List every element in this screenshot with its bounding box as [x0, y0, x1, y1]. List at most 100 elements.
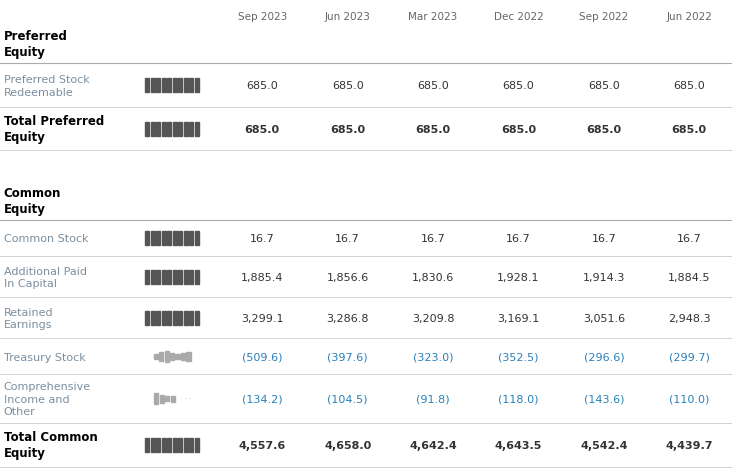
Text: 1,830.6: 1,830.6 — [412, 272, 455, 282]
Text: 685.0: 685.0 — [673, 81, 705, 91]
Bar — [171, 396, 175, 402]
Bar — [189, 232, 193, 246]
Bar — [195, 438, 199, 452]
Bar — [184, 311, 187, 326]
Bar — [165, 397, 170, 401]
Text: 685.0: 685.0 — [244, 125, 280, 134]
Bar — [195, 79, 199, 93]
Text: Jun 2023: Jun 2023 — [325, 12, 370, 22]
Text: 1,856.6: 1,856.6 — [326, 272, 369, 282]
Bar — [145, 311, 149, 326]
Text: Additional Paid
In Capital: Additional Paid In Capital — [4, 266, 86, 288]
Bar — [145, 438, 149, 452]
Bar — [151, 270, 155, 285]
Text: 4,642.4: 4,642.4 — [409, 440, 457, 450]
Bar — [179, 79, 182, 93]
Text: (299.7): (299.7) — [669, 352, 710, 362]
Text: Retained
Earnings: Retained Earnings — [4, 307, 53, 329]
Text: 16.7: 16.7 — [250, 234, 274, 244]
Text: (323.0): (323.0) — [413, 352, 453, 362]
Text: Dec 2022: Dec 2022 — [493, 12, 543, 22]
Text: Preferred Stock
Redeemable: Preferred Stock Redeemable — [4, 75, 89, 97]
Text: (352.5): (352.5) — [498, 352, 539, 362]
Bar — [181, 353, 185, 360]
Bar — [156, 438, 160, 452]
Bar — [151, 438, 155, 452]
Bar — [156, 122, 160, 137]
Bar — [162, 270, 165, 285]
Text: Sep 2023: Sep 2023 — [238, 12, 287, 22]
Bar — [145, 232, 149, 246]
Bar — [156, 311, 160, 326]
Text: 685.0: 685.0 — [588, 81, 620, 91]
Bar — [173, 311, 177, 326]
Bar — [167, 122, 171, 137]
Bar — [189, 270, 193, 285]
Text: Jun 2022: Jun 2022 — [666, 12, 712, 22]
Text: 4,557.6: 4,557.6 — [239, 440, 286, 450]
Bar — [151, 232, 155, 246]
Text: (110.0): (110.0) — [669, 394, 709, 404]
Text: 4,542.4: 4,542.4 — [580, 440, 627, 450]
Text: Preferred
Equity: Preferred Equity — [4, 30, 67, 59]
Text: 3,299.1: 3,299.1 — [241, 313, 283, 323]
Bar — [145, 122, 149, 137]
Text: 685.0: 685.0 — [503, 81, 534, 91]
Bar — [145, 79, 149, 93]
Text: 16.7: 16.7 — [506, 234, 531, 244]
Bar — [179, 232, 182, 246]
Text: (118.0): (118.0) — [498, 394, 539, 404]
Bar — [189, 311, 193, 326]
Text: Total Common
Equity: Total Common Equity — [4, 431, 97, 459]
Text: 685.0: 685.0 — [672, 125, 707, 134]
Bar — [165, 351, 168, 362]
Text: 3,286.8: 3,286.8 — [326, 313, 369, 323]
Bar — [189, 79, 193, 93]
Bar — [167, 232, 171, 246]
Text: 3,209.8: 3,209.8 — [412, 313, 455, 323]
Bar — [162, 232, 165, 246]
Text: 16.7: 16.7 — [421, 234, 446, 244]
Text: Common Stock: Common Stock — [4, 234, 88, 244]
Bar — [195, 270, 199, 285]
Text: Comprehensive
Income and
Other: Comprehensive Income and Other — [4, 382, 91, 416]
Bar — [167, 79, 171, 93]
Text: (104.5): (104.5) — [327, 394, 368, 404]
Bar — [159, 352, 163, 361]
Bar — [162, 79, 165, 93]
Bar — [173, 438, 177, 452]
Bar — [160, 395, 164, 403]
Bar — [184, 438, 187, 452]
Bar — [154, 354, 157, 360]
Text: Mar 2023: Mar 2023 — [408, 12, 458, 22]
Bar — [184, 122, 187, 137]
Text: 3,051.6: 3,051.6 — [583, 313, 625, 323]
Text: 16.7: 16.7 — [335, 234, 360, 244]
Bar — [151, 311, 155, 326]
Bar — [145, 270, 149, 285]
Text: · · ·: · · · — [180, 395, 192, 403]
Bar — [173, 270, 177, 285]
Bar — [167, 311, 171, 326]
Bar — [156, 270, 160, 285]
Text: 1,885.4: 1,885.4 — [241, 272, 283, 282]
Text: 16.7: 16.7 — [591, 234, 616, 244]
Bar — [162, 122, 165, 137]
Bar — [187, 352, 190, 361]
Bar — [154, 394, 158, 404]
Text: 16.7: 16.7 — [677, 234, 702, 244]
Text: (509.6): (509.6) — [242, 352, 283, 362]
Text: 685.0: 685.0 — [501, 125, 536, 134]
Bar — [173, 122, 177, 137]
Text: 685.0: 685.0 — [330, 125, 365, 134]
Text: (91.8): (91.8) — [417, 394, 450, 404]
Bar — [184, 79, 187, 93]
Text: 1,914.3: 1,914.3 — [583, 272, 625, 282]
Text: 4,643.5: 4,643.5 — [495, 440, 542, 450]
Bar — [189, 122, 193, 137]
Text: Treasury Stock: Treasury Stock — [4, 352, 86, 362]
Bar — [162, 438, 165, 452]
Bar — [162, 311, 165, 326]
Bar — [179, 438, 182, 452]
Text: 3,169.1: 3,169.1 — [497, 313, 539, 323]
